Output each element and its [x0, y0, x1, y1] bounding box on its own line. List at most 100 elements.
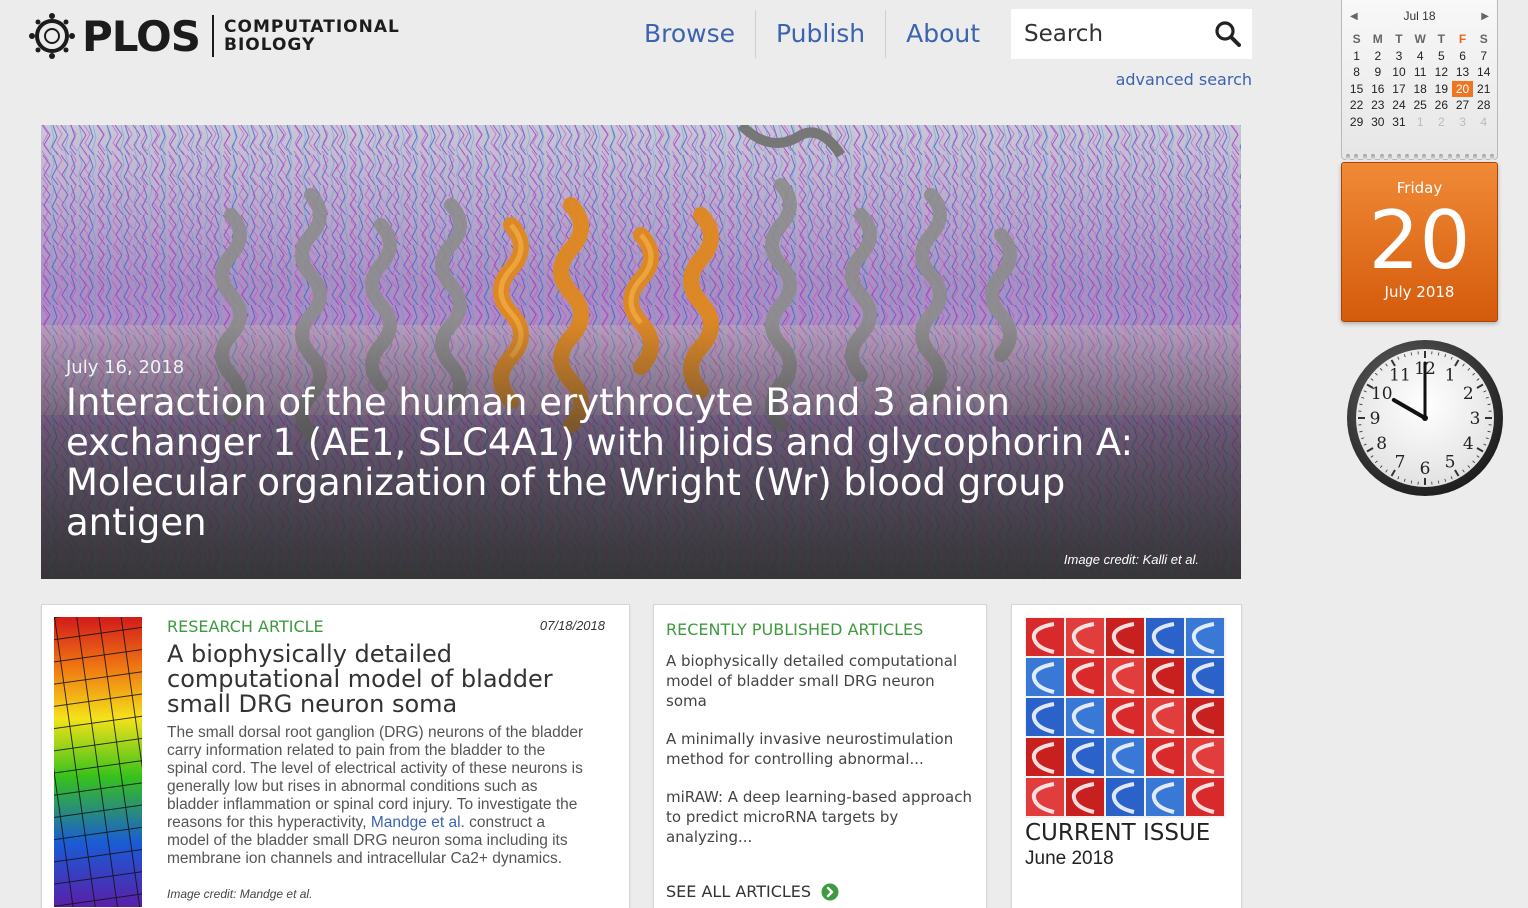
recent-articles-list: A biophysically detailed computational m… — [666, 651, 976, 865]
see-all-articles-link[interactable]: SEE ALL ARTICLES — [666, 882, 839, 901]
calendar-day[interactable]: 10 — [1392, 65, 1406, 79]
clock-tick — [1361, 396, 1365, 399]
calendar-day[interactable]: 1 — [1416, 114, 1424, 129]
recent-article-item[interactable]: A minimally invasive neurostimulation me… — [666, 730, 954, 768]
calendar-day[interactable]: 3 — [1459, 114, 1466, 129]
calendar-day[interactable]: 17 — [1392, 81, 1406, 96]
article-authors-link[interactable]: Mandge et al — [370, 814, 461, 831]
search-input[interactable] — [1011, 21, 1206, 47]
calendar-day[interactable]: 27 — [1455, 98, 1470, 112]
binding-ring — [1379, 154, 1384, 168]
calendar-day[interactable]: 11 — [1413, 65, 1427, 79]
calendar-day[interactable]: 3 — [1395, 48, 1403, 63]
clock-tick — [1379, 367, 1383, 371]
binding-ring — [1481, 154, 1486, 168]
calendar-day[interactable]: 4 — [1416, 48, 1424, 63]
recent-article-item[interactable]: A biophysically detailed computational m… — [666, 652, 958, 710]
calendar-day[interactable]: 7 — [1480, 48, 1488, 63]
weekday-header: F — [1458, 32, 1467, 46]
cover-tile-pattern — [1191, 622, 1215, 654]
journal-name-line2: BIOLOGY — [224, 35, 316, 55]
binding-ring — [1464, 154, 1469, 168]
binding-ring — [1439, 154, 1444, 168]
clock-numeral: 1 — [1445, 366, 1456, 386]
mini-calendar-header: ◀ Jul 18 ▶ — [1342, 0, 1497, 23]
journal-name-line1: COMPUTATIONAL — [224, 17, 400, 37]
binding-ring — [1362, 154, 1367, 168]
clock-numeral: 5 — [1445, 452, 1456, 472]
prev-month-arrow-icon[interactable]: ◀ — [1350, 10, 1358, 22]
clock-tick — [1467, 367, 1471, 371]
cover-tile-pattern — [1151, 702, 1175, 734]
clock-tick — [1450, 476, 1453, 480]
calendar-day[interactable]: 4 — [1480, 114, 1488, 129]
clock-tick — [1444, 478, 1447, 482]
calendar-day[interactable]: 31 — [1392, 114, 1406, 129]
calendar-day[interactable]: 22 — [1349, 98, 1364, 112]
mini-calendar-month: Jul 18 — [1403, 9, 1436, 23]
binding-ring — [1447, 154, 1452, 168]
next-month-arrow-icon[interactable]: ▶ — [1481, 10, 1489, 22]
calendar-day[interactable]: 8 — [1353, 65, 1360, 79]
current-issue-cover[interactable] — [1025, 617, 1226, 818]
weekday-header: T — [1437, 32, 1446, 46]
clock-center-pin — [1422, 415, 1428, 421]
calendar-day[interactable]: 1 — [1353, 48, 1360, 63]
calendar-day[interactable]: 21 — [1477, 81, 1491, 96]
calendar-day[interactable]: 2 — [1438, 114, 1445, 129]
calendar-day[interactable]: 29 — [1349, 114, 1364, 129]
hero-title[interactable]: Interaction of the human erythrocyte Ban… — [66, 381, 1134, 544]
calendar-day[interactable]: 9 — [1374, 65, 1382, 79]
nav-publish[interactable]: Publish — [756, 10, 887, 58]
cover-tile-pattern — [1111, 782, 1135, 814]
current-issue-label[interactable]: CURRENT ISSUE — [1025, 820, 1211, 846]
cover-tile-pattern — [1151, 742, 1175, 774]
cover-tile-pattern — [1031, 782, 1055, 814]
calendar-day[interactable]: 25 — [1413, 98, 1427, 112]
calendar-day[interactable]: 12 — [1434, 65, 1449, 79]
calendar-day[interactable]: 13 — [1455, 65, 1470, 79]
clock-tick — [1472, 460, 1476, 464]
hero-banner[interactable]: July 16, 2018 Interaction of the human e… — [41, 125, 1241, 579]
calendar-day[interactable]: 19 — [1434, 81, 1449, 96]
calendar-day[interactable]: 14 — [1477, 65, 1491, 79]
calendar-day-today[interactable]: 20 — [1451, 80, 1474, 97]
plos-logo[interactable]: PLOS COMPUTATIONAL BIOLOGY — [28, 8, 408, 64]
article-summary-text-end: . construct a model of the bladder small… — [167, 814, 568, 867]
calendar-day[interactable]: 2 — [1374, 48, 1382, 63]
cover-tile-pattern — [1031, 622, 1055, 654]
cover-tile-pattern — [1191, 662, 1215, 694]
calendar-day[interactable]: 6 — [1459, 48, 1466, 63]
clock-numeral: 8 — [1376, 434, 1387, 454]
calendar-day[interactable]: 16 — [1371, 81, 1385, 96]
calendar-day[interactable]: 18 — [1413, 81, 1427, 96]
cover-tile-pattern — [1111, 662, 1135, 694]
clock-tick — [1390, 469, 1396, 477]
recent-articles-card: RECENTLY PUBLISHED ARTICLES A biophysica… — [653, 604, 987, 908]
nav-about[interactable]: About — [906, 19, 981, 48]
weekday-header: S — [1479, 32, 1488, 46]
calendar-day[interactable]: 28 — [1477, 98, 1491, 112]
search-icon[interactable] — [1214, 20, 1242, 48]
nav-browse[interactable]: Browse — [624, 10, 757, 58]
calendar-day[interactable]: 30 — [1371, 114, 1385, 129]
hero-overlay — [41, 319, 1241, 579]
calendar-day[interactable]: 5 — [1438, 48, 1445, 63]
calendar-day[interactable]: 23 — [1371, 98, 1385, 112]
recent-articles-heading: RECENTLY PUBLISHED ARTICLES — [666, 620, 924, 639]
big-calendar-day: 20 — [1368, 194, 1471, 287]
calendar-day[interactable]: 15 — [1349, 81, 1364, 96]
calendar-day[interactable]: 24 — [1392, 98, 1406, 112]
cover-tile-pattern — [1151, 622, 1175, 654]
advanced-search-link[interactable]: advanced search — [1115, 70, 1252, 89]
binding-ring — [1405, 154, 1410, 168]
calendar-day[interactable]: 26 — [1434, 98, 1449, 112]
article-title[interactable]: A biophysically detailed computational m… — [167, 640, 553, 718]
clock-tick — [1385, 363, 1388, 367]
clock-tick — [1359, 430, 1363, 433]
clock-ticks — [1358, 351, 1492, 485]
clock-tick — [1370, 455, 1374, 458]
article-date: 07/18/2018 — [539, 618, 605, 633]
recent-article-item[interactable]: miRAW: A deep learning-based approach to… — [666, 788, 972, 846]
research-article-thumbnail[interactable] — [54, 617, 142, 907]
